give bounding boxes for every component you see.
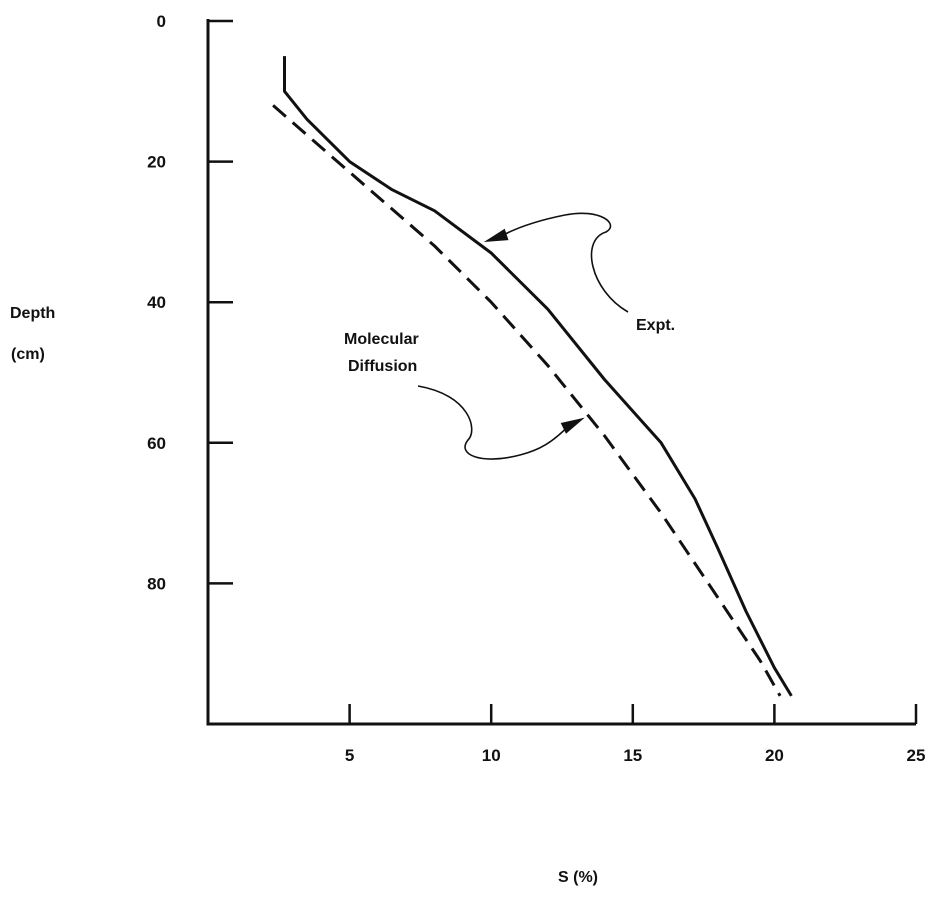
annotation-molecular-line-1: Molecular <box>344 331 419 348</box>
y-ticks: 0 20 40 60 80 <box>147 12 233 593</box>
y-tick-label: 40 <box>147 293 166 312</box>
x-ticks: 5 10 15 20 25 <box>345 704 926 765</box>
series-layer <box>272 56 793 697</box>
y-tick-label: 60 <box>147 434 166 453</box>
expt-leader-line <box>497 212 629 313</box>
x-tick-label: 5 <box>345 746 354 765</box>
series-0-line <box>283 56 793 697</box>
axes <box>206 19 916 726</box>
annotation-expt: Expt. <box>636 317 675 334</box>
y-axis-title-line-1: Depth <box>10 305 55 322</box>
molecular-diffusion-leader-line <box>417 385 572 460</box>
annotation-molecular-line-2: Diffusion <box>348 358 417 375</box>
annotation-arrows <box>417 212 629 460</box>
x-tick-label: 10 <box>482 746 501 765</box>
expt-arrow-head <box>483 228 509 242</box>
molecular-diffusion-arrow-head <box>560 417 585 434</box>
x-tick-label: 20 <box>765 746 784 765</box>
y-tick-label: 80 <box>147 574 166 593</box>
x-tick-label: 15 <box>623 746 642 765</box>
y-tick-label: 20 <box>147 153 166 172</box>
x-tick-label: 25 <box>907 746 926 765</box>
series-1-line <box>272 104 782 697</box>
y-axis-title-line-2: (cm) <box>11 346 45 363</box>
y-tick-label: 0 <box>157 12 166 31</box>
x-axis-title: S (%) <box>558 869 598 886</box>
